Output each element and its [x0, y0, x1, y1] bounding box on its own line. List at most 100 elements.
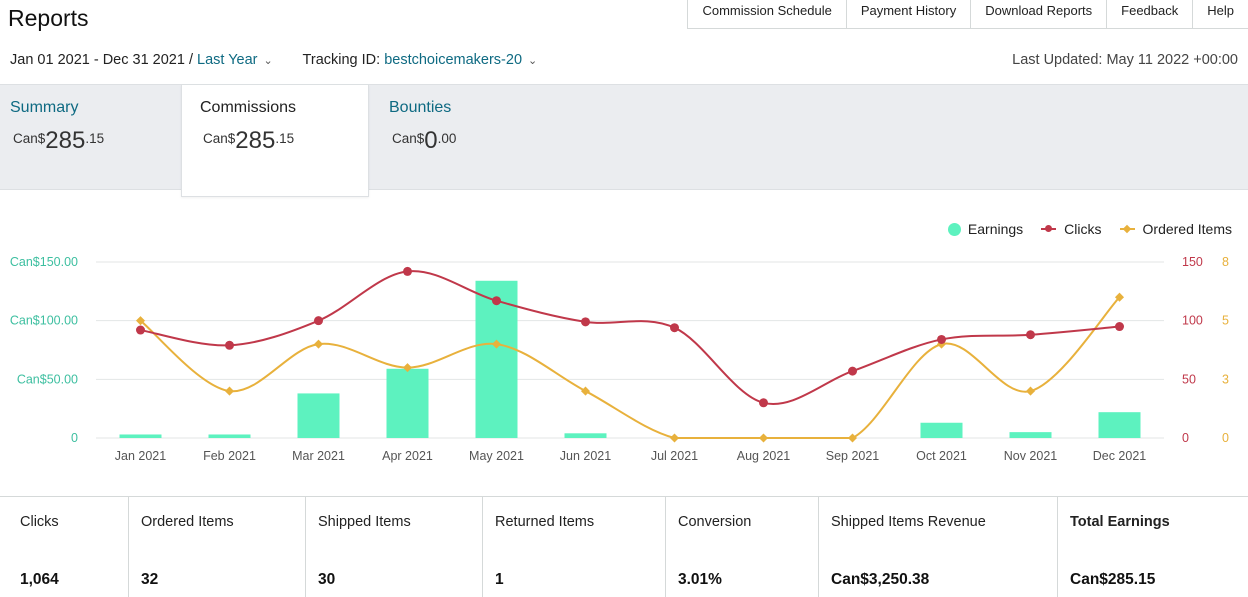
tab-commissions-value: Can$285.15 [203, 127, 294, 155]
stat-conversion-label: Conversion [678, 514, 752, 530]
left-axis-tick: Can$100.00 [10, 314, 78, 328]
earnings-bar [1098, 412, 1141, 438]
earnings-bar [1009, 432, 1052, 438]
period-dropdown[interactable]: Last Year [197, 52, 258, 68]
right-axis-clicks-tick: 50 [1182, 372, 1196, 386]
stat-returned-items-value: 1 [495, 571, 504, 588]
x-axis-tick: Aug 2021 [737, 449, 791, 463]
stat-clicks-label: Clicks [20, 514, 59, 530]
stat-returned-items: Returned Items 1 [483, 497, 666, 597]
tab-summary-label: Summary [10, 99, 79, 116]
x-axis-tick: Oct 2021 [916, 449, 967, 463]
tab-summary[interactable]: Summary Can$285.15 [0, 85, 180, 191]
left-axis-tick: Can$50.00 [17, 372, 78, 386]
x-axis-tick: Dec 2021 [1093, 449, 1147, 463]
stat-conversion-value: 3.01% [678, 571, 722, 588]
legend-clicks-marker [1041, 225, 1057, 232]
right-axis-items-tick: 3 [1222, 372, 1229, 386]
tab-bounties-value: Can$0.00 [392, 127, 456, 155]
clicks-point [1026, 330, 1035, 340]
x-axis-tick: May 2021 [469, 449, 524, 463]
left-axis-tick: Can$150.00 [10, 255, 78, 269]
last-updated: Last Updated: May 11 2022 +00:00 [1012, 52, 1238, 68]
clicks-point [937, 334, 946, 344]
clicks-point [581, 317, 590, 327]
x-axis-tick: Sep 2021 [826, 449, 880, 463]
x-axis-tick: Jun 2021 [560, 449, 611, 463]
tab-bounties-label: Bounties [389, 99, 452, 116]
ordered-items-point [402, 363, 413, 373]
stat-returned-items-label: Returned Items [495, 514, 595, 530]
left-axis-tick: 0 [71, 431, 78, 445]
right-axis-items-tick: 8 [1222, 255, 1229, 269]
legend-clicks-label: Clicks [1064, 221, 1102, 237]
chevron-down-icon[interactable]: ⌄ [528, 55, 538, 67]
legend-ordered-items-label: Ordered Items [1142, 221, 1232, 237]
ordered-items-point [1025, 386, 1036, 396]
earnings-bar [208, 434, 251, 438]
right-axis-items-tick: 0 [1222, 431, 1229, 445]
ordered-items-point [580, 386, 591, 396]
payment-history-link[interactable]: Payment History [845, 0, 971, 29]
clicks-point [759, 398, 768, 408]
stat-shipped-revenue-label: Shipped Items Revenue [831, 514, 986, 530]
cents: .00 [437, 131, 457, 146]
legend-earnings[interactable]: Earnings [947, 221, 1024, 237]
stat-ordered-items: Ordered Items 32 [129, 497, 306, 597]
amount: 0 [424, 127, 438, 154]
clicks-point [225, 340, 234, 350]
earnings-bar [119, 434, 162, 438]
commission-schedule-link[interactable]: Commission Schedule [687, 0, 846, 29]
tracking-id-dropdown[interactable]: bestchoicemakers-20 [384, 52, 523, 68]
feedback-link[interactable]: Feedback [1106, 0, 1193, 29]
download-reports-link[interactable]: Download Reports [970, 0, 1107, 29]
stat-total-earnings-value: Can$285.15 [1070, 571, 1156, 588]
tab-summary-value: Can$285.15 [13, 127, 104, 155]
earnings-chart: 0 Can$50.00 Can$100.00 Can$150.00 0 50 100 150 0… [10, 255, 1229, 463]
chevron-down-icon[interactable]: ⌄ [263, 55, 273, 67]
tab-commissions-label: Commissions [200, 99, 297, 116]
tab-commissions[interactable]: Commissions Can$285.15 [181, 85, 369, 197]
stat-total-earnings: Total Earnings Can$285.15 [1058, 497, 1248, 597]
x-axis-tick: Apr 2021 [382, 449, 433, 463]
stat-shipped-revenue-value: Can$3,250.38 [831, 571, 930, 588]
x-axis-tick: Jan 2021 [115, 449, 166, 463]
clicks-point [403, 266, 412, 276]
ordered-items-point [758, 433, 769, 443]
clicks-point [492, 296, 501, 306]
earnings-bar [475, 280, 518, 438]
ordered-items-point [224, 386, 235, 396]
right-axis-items-tick: 5 [1222, 314, 1229, 328]
legend-earnings-label: Earnings [967, 221, 1024, 237]
earnings-bar [564, 433, 607, 438]
stat-shipped-items-value: 30 [318, 571, 336, 588]
chart-legend: Earnings Clicks Ordered Items [930, 221, 1232, 237]
report-filters: Jan 01 2021 - Dec 31 2021 / Last Year ⌄ T… [10, 52, 537, 68]
stat-ordered-items-value: 32 [141, 571, 159, 588]
currency-label: Can$ [203, 131, 236, 146]
help-link[interactable]: Help [1192, 0, 1248, 29]
legend-ordered-items[interactable]: Ordered Items [1119, 221, 1232, 237]
x-axis-tick: Mar 2021 [292, 449, 345, 463]
legend-clicks[interactable]: Clicks [1041, 221, 1102, 237]
stat-shipped-items: Shipped Items 30 [306, 497, 483, 597]
clicks-point [136, 325, 145, 335]
earnings-bar [920, 422, 963, 438]
cents: .15 [275, 131, 295, 146]
clicks-point [848, 366, 857, 376]
earnings-bar [297, 393, 340, 438]
stats-bar: Clicks 1,064 Ordered Items 32 Shipped It… [0, 496, 1248, 597]
stat-total-earnings-label: Total Earnings [1070, 514, 1170, 530]
ordered-items-point [669, 433, 680, 443]
page-title: Reports [8, 5, 89, 31]
right-axis-clicks-tick: 0 [1182, 431, 1189, 445]
stat-shipped-revenue: Shipped Items Revenue Can$3,250.38 [819, 497, 1058, 597]
summary-tabs: Summary Can$285.15 Commissions Can$285.1… [0, 84, 1248, 197]
date-range: Jan 01 2021 - Dec 31 2021 / [10, 52, 193, 68]
top-nav: Commission Schedule Payment History Down… [687, 0, 1248, 29]
amount: 285 [235, 127, 276, 154]
tab-bounties[interactable]: Bounties Can$0.00 [388, 85, 568, 191]
x-axis-tick: Nov 2021 [1004, 449, 1058, 463]
stat-clicks: Clicks 1,064 [0, 497, 129, 597]
cents: .15 [85, 131, 105, 146]
